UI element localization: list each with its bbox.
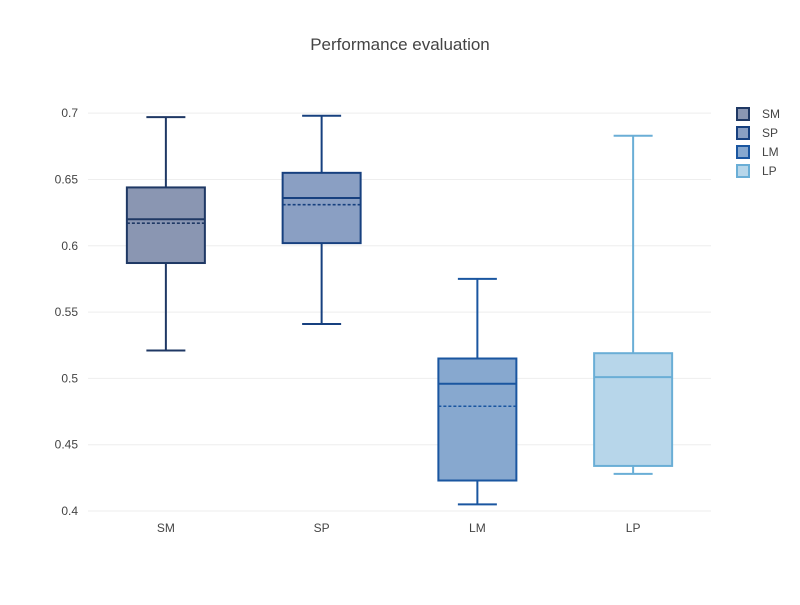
y-tick-label: 0.4 bbox=[61, 504, 78, 518]
y-axis-tick-labels: 0.4 0.45 0.5 0.55 0.6 0.65 0.7 bbox=[55, 106, 79, 518]
legend-swatch bbox=[736, 107, 750, 121]
x-tick-label: SP bbox=[314, 521, 330, 535]
legend-item-sm[interactable]: SM bbox=[736, 107, 780, 121]
iqr-box bbox=[437, 357, 518, 482]
legend-label: SM bbox=[762, 107, 780, 121]
box-lp bbox=[593, 134, 674, 475]
legend-item-sp[interactable]: SP bbox=[736, 126, 778, 140]
boxes bbox=[125, 114, 674, 506]
y-tick-label: 0.65 bbox=[55, 172, 79, 186]
legend-label: LM bbox=[762, 145, 779, 159]
y-tick-label: 0.6 bbox=[61, 239, 78, 253]
x-tick-label: SM bbox=[157, 521, 175, 535]
box-sm bbox=[125, 116, 206, 352]
box-lm bbox=[437, 277, 518, 506]
y-tick-label: 0.7 bbox=[61, 106, 78, 120]
x-tick-label: LP bbox=[626, 521, 641, 535]
legend-swatch bbox=[736, 145, 750, 159]
legend-label: SP bbox=[762, 126, 778, 140]
y-tick-label: 0.55 bbox=[55, 305, 79, 319]
legend-item-lm[interactable]: LM bbox=[736, 145, 779, 159]
chart-title: Performance evaluation bbox=[310, 35, 490, 54]
x-tick-label: LM bbox=[469, 521, 486, 535]
y-tick-label: 0.5 bbox=[61, 371, 78, 385]
legend-swatch bbox=[736, 164, 750, 178]
iqr-box bbox=[281, 171, 362, 245]
iqr-box bbox=[593, 352, 674, 467]
legend-label: LP bbox=[762, 164, 777, 178]
iqr-box bbox=[125, 186, 206, 265]
legend-item-lp[interactable]: LP bbox=[736, 164, 777, 178]
legend-swatch bbox=[736, 126, 750, 140]
box-sp bbox=[281, 114, 362, 326]
y-tick-label: 0.45 bbox=[55, 438, 79, 452]
legend[interactable]: SM SP LM LP bbox=[736, 107, 780, 178]
x-axis-tick-labels: SM SP LM LP bbox=[157, 521, 641, 535]
